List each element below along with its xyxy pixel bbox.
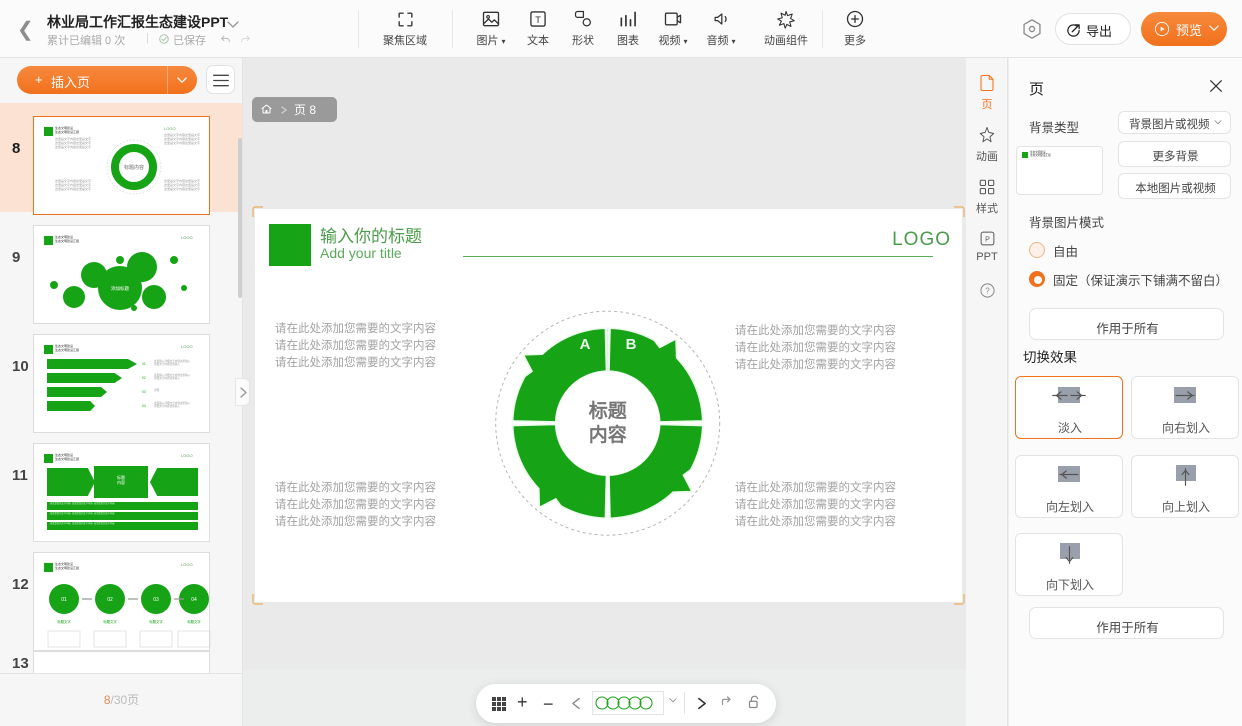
svg-text:P: P xyxy=(985,236,990,244)
svg-text:标题文字: 标题文字 xyxy=(103,619,117,624)
svg-text:标题内容: 标题内容 xyxy=(124,164,144,171)
svg-text:T: T xyxy=(535,15,541,25)
svg-text:添加标题: 添加标题 xyxy=(111,285,129,292)
svg-text:标题: 标题 xyxy=(589,400,627,422)
svg-text:04: 04 xyxy=(191,597,197,603)
svg-text:B: B xyxy=(626,336,637,353)
svg-text:内容: 内容 xyxy=(589,423,627,446)
svg-text:标题文字: 标题文字 xyxy=(57,619,71,624)
svg-text:A: A xyxy=(580,336,591,353)
svg-text:02: 02 xyxy=(107,597,113,603)
svg-text:01: 01 xyxy=(61,597,67,603)
svg-text:标题文字: 标题文字 xyxy=(187,619,201,624)
svg-text:03: 03 xyxy=(153,597,159,603)
svg-text:?: ? xyxy=(985,286,990,295)
svg-text:标题文字: 标题文字 xyxy=(149,619,163,624)
